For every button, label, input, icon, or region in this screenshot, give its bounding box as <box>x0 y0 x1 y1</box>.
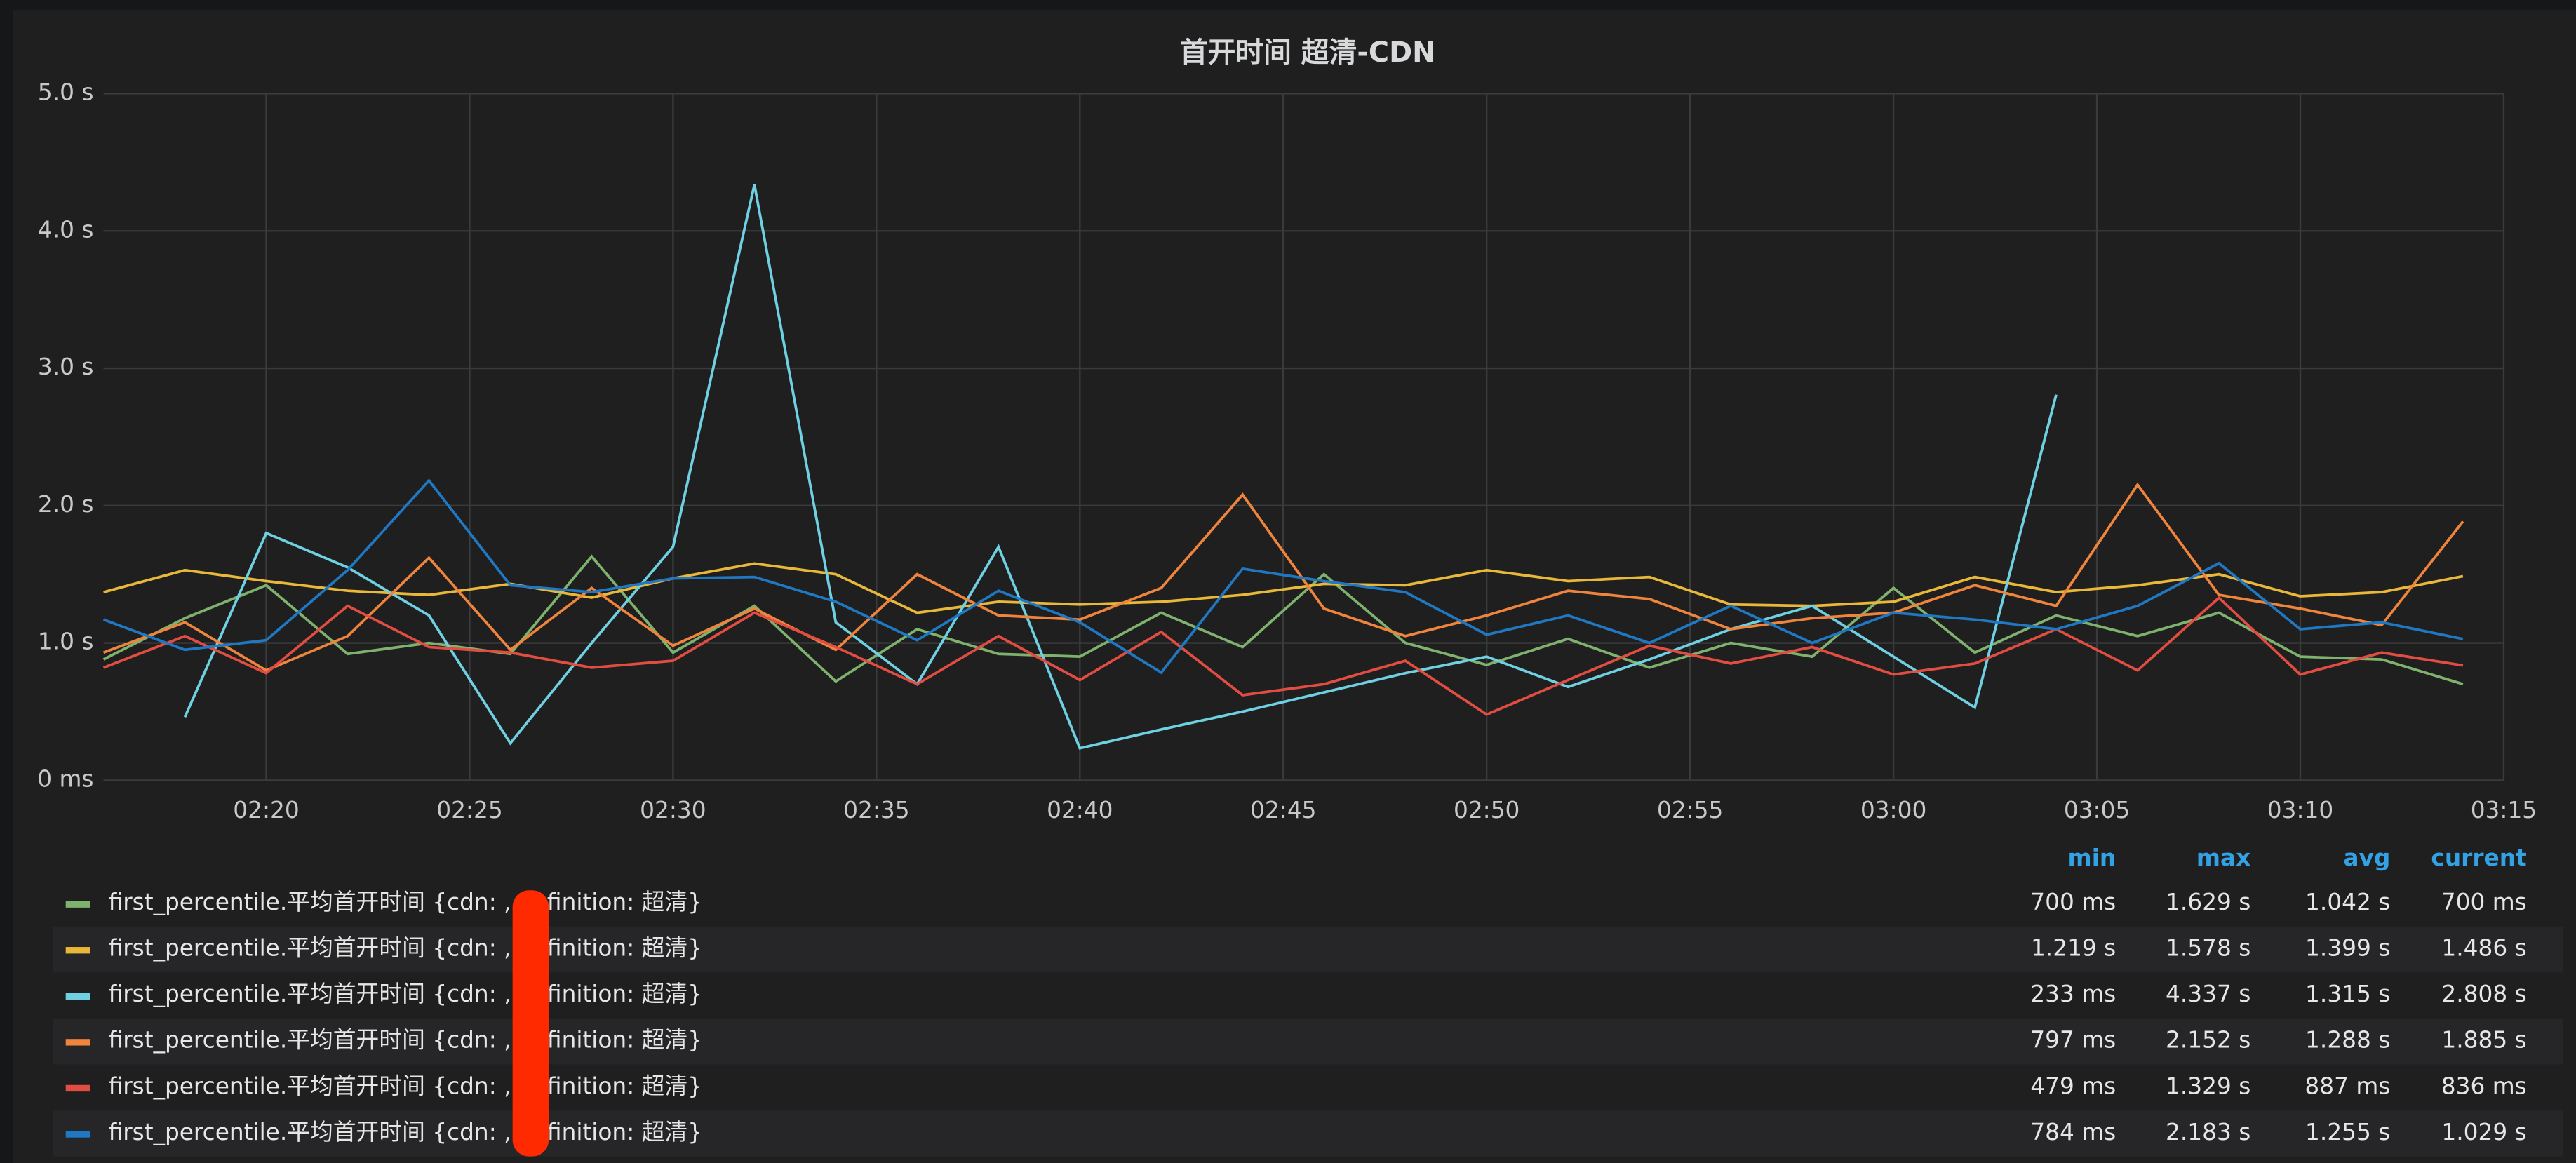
legend-swatch <box>65 947 90 954</box>
legend-value: 700 ms <box>2441 889 2527 915</box>
legend-value: 479 ms <box>2030 1073 2116 1099</box>
redaction <box>512 890 549 1157</box>
legend-value: 797 ms <box>2030 1027 2116 1054</box>
legend-swatch <box>65 1084 90 1092</box>
legend-name: first_percentile.平均首开时间 {cdn: , definiti… <box>109 1073 702 1099</box>
legend-value: 1.029 s <box>2441 1119 2526 1145</box>
x-tick-label: 03:15 <box>2471 797 2537 823</box>
legend-swatch <box>65 1131 90 1138</box>
legend-value: 1.042 s <box>2305 889 2390 915</box>
legend-value: 1.885 s <box>2441 1027 2526 1054</box>
legend-swatch <box>65 901 90 908</box>
y-tick-label: 3.0 s <box>38 354 94 380</box>
x-tick-label: 02:55 <box>1657 797 1723 823</box>
series-line <box>103 562 2464 614</box>
legend-value: 1.629 s <box>2166 889 2250 915</box>
series-line <box>183 184 2058 750</box>
legend-value: 1.288 s <box>2305 1027 2390 1054</box>
legend-header: max <box>2196 845 2250 871</box>
x-tick-label: 02:30 <box>640 797 706 823</box>
x-tick-label: 02:50 <box>1454 797 1520 823</box>
legend-value: 1.315 s <box>2305 981 2390 1007</box>
legend-name: first_percentile.平均首开时间 {cdn: , definiti… <box>109 1027 702 1054</box>
legend-swatch <box>65 1039 90 1046</box>
legend-value: 700 ms <box>2030 889 2116 915</box>
y-tick-label: 2.0 s <box>38 491 94 518</box>
legend-swatch <box>65 993 90 1000</box>
legend-header: avg <box>2343 845 2390 871</box>
x-tick-label: 02:40 <box>1047 797 1113 823</box>
legend: min max avg current first_percentile.平均首开时间 … <box>52 845 2563 1157</box>
panel-title: 首开时间 超清-CDN <box>1180 36 1436 69</box>
legend-value: 2.152 s <box>2166 1027 2250 1054</box>
plot: 0 ms 1.0 s 2.0 s 3.0 s 4.0 s 5.0 s 02:20 02:25 0… <box>37 79 2537 823</box>
legend-value: 836 ms <box>2441 1073 2527 1099</box>
legend-row-background <box>52 1110 2563 1157</box>
series-line <box>102 478 2464 675</box>
series-line <box>102 482 2464 672</box>
x-tick-label: 02:20 <box>233 797 299 823</box>
y-tick-label: 0 ms <box>37 765 93 792</box>
legend-value: 1.219 s <box>2031 935 2116 962</box>
legend-value: 4.337 s <box>2166 981 2250 1007</box>
legend-value: 1.486 s <box>2441 935 2526 962</box>
x-tick-label: 03:10 <box>2267 797 2333 823</box>
x-tick-label: 03:05 <box>2064 797 2130 823</box>
legend-value: 2.183 s <box>2166 1119 2250 1145</box>
legend-row-background <box>52 926 2563 973</box>
legend-value: 1.399 s <box>2305 935 2390 962</box>
legend-value: 233 ms <box>2030 981 2116 1007</box>
legend-value: 1.329 s <box>2166 1073 2250 1099</box>
x-tick-label: 03:00 <box>1860 797 1926 823</box>
y-tick-label: 1.0 s <box>38 628 94 655</box>
legend-header: min <box>2068 845 2117 871</box>
legend-value: 784 ms <box>2030 1119 2116 1145</box>
legend-row-background <box>52 1018 2563 1065</box>
series-line <box>102 596 2464 716</box>
legend-value: 2.808 s <box>2441 981 2526 1007</box>
legend-header: current <box>2431 845 2526 871</box>
legend-name: first_percentile.平均首开时间 {cdn: , definiti… <box>109 1119 702 1145</box>
y-tick-label: 5.0 s <box>38 79 94 105</box>
legend-value: 1.578 s <box>2166 935 2250 962</box>
legend-name: first_percentile.平均首开时间 {cdn: , definiti… <box>109 981 702 1007</box>
legend-name: first_percentile.平均首开时间 {cdn: , definiti… <box>109 935 702 962</box>
legend-value: 887 ms <box>2305 1073 2390 1099</box>
x-tick-label: 02:35 <box>843 797 909 823</box>
y-tick-label: 4.0 s <box>38 216 94 243</box>
legend-value: 1.255 s <box>2305 1119 2390 1145</box>
legend-name: first_percentile.平均首开时间 {cdn: , definiti… <box>109 889 702 915</box>
x-tick-label: 02:45 <box>1250 797 1316 823</box>
x-tick-label: 02:25 <box>436 797 502 823</box>
